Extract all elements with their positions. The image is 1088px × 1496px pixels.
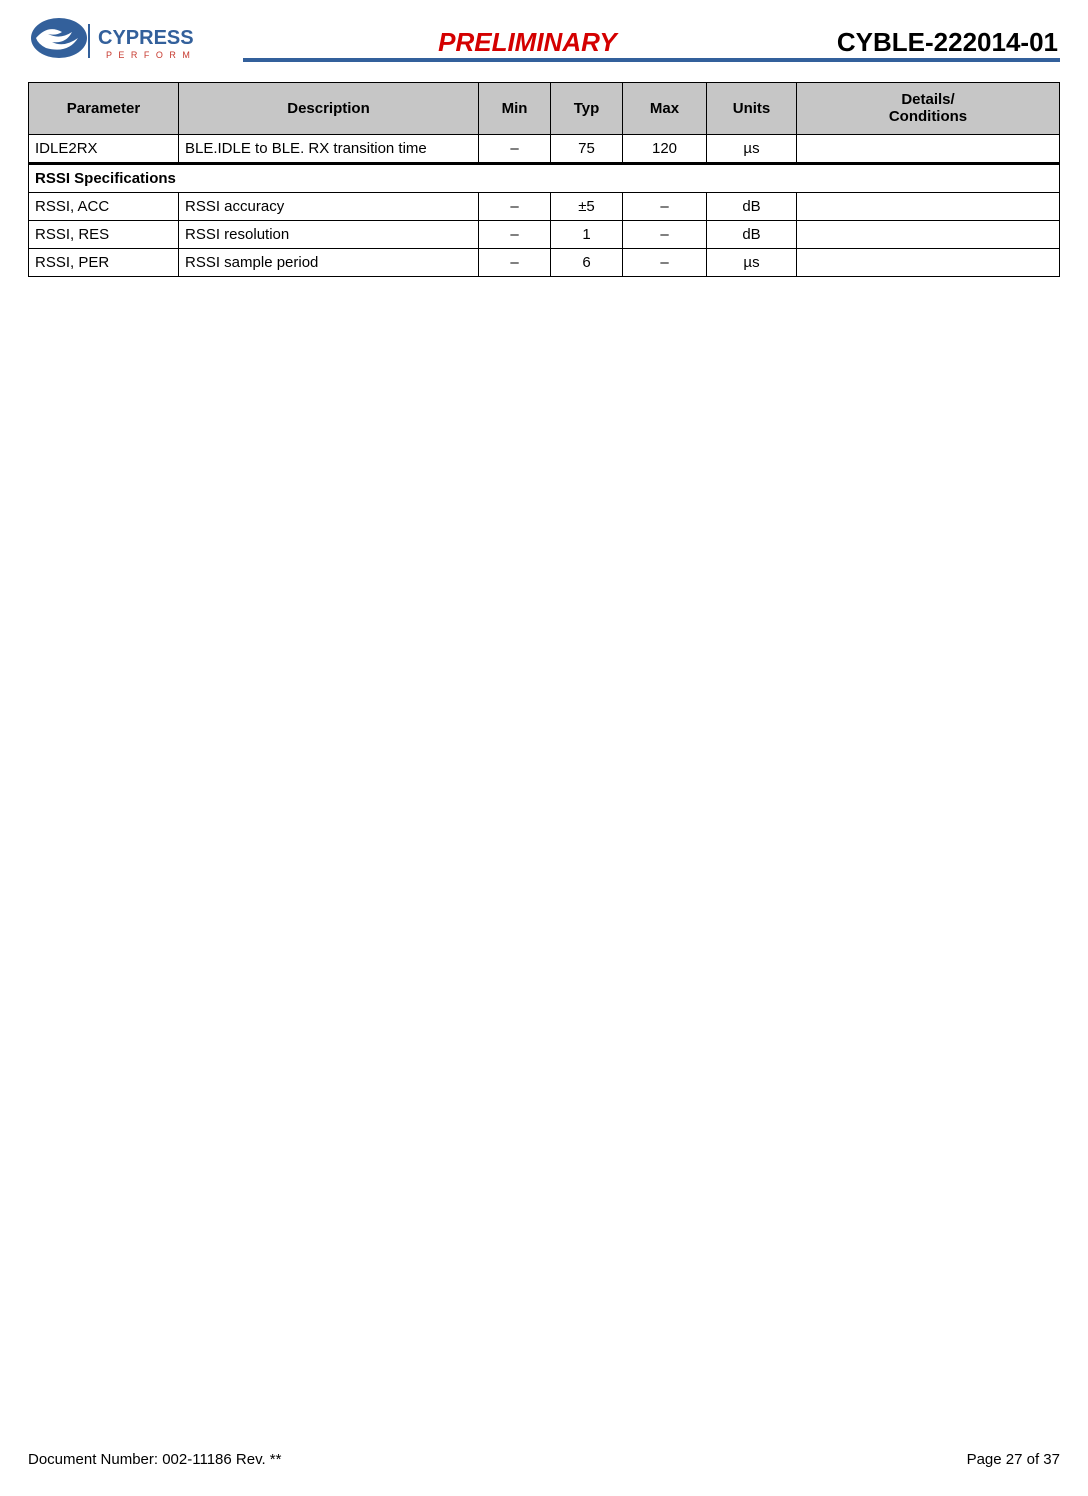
logo-tagline-text: P E R F O R M xyxy=(106,50,192,60)
cell-units: dB xyxy=(707,220,797,248)
cypress-logo: CYPRESS P E R F O R M xyxy=(28,14,228,70)
cell-min: – xyxy=(479,134,551,163)
logo-brand-text: CYPRESS xyxy=(98,27,194,49)
cell-parameter: RSSI, ACC xyxy=(29,192,179,220)
table-section-row: RSSI Specifications xyxy=(29,163,1060,192)
cell-description: RSSI accuracy xyxy=(179,192,479,220)
col-header-units: Units xyxy=(707,83,797,135)
cell-details xyxy=(797,192,1060,220)
cell-description: BLE.IDLE to BLE. RX transition time xyxy=(179,134,479,163)
cell-max: 120 xyxy=(623,134,707,163)
page-footer: Document Number: 002-11186 Rev. ** Page … xyxy=(28,1451,1060,1468)
cell-parameter: RSSI, RES xyxy=(29,220,179,248)
cell-units: µs xyxy=(707,248,797,276)
cell-description: RSSI sample period xyxy=(179,248,479,276)
preliminary-label: PRELIMINARY xyxy=(228,27,827,58)
table-row: RSSI, ACC RSSI accuracy – ±5 – dB xyxy=(29,192,1060,220)
cell-max: – xyxy=(623,220,707,248)
cell-typ: 75 xyxy=(551,134,623,163)
col-header-typ: Typ xyxy=(551,83,623,135)
page-header: CYPRESS P E R F O R M PRELIMINARY CYBLE-… xyxy=(28,8,1060,76)
page-number: Page 27 of 37 xyxy=(967,1451,1060,1468)
header-rule xyxy=(243,58,1060,62)
col-header-description: Description xyxy=(179,83,479,135)
cell-min: – xyxy=(479,220,551,248)
doc-number: Document Number: 002-11186 Rev. ** xyxy=(28,1451,281,1468)
table-body: IDLE2RX BLE.IDLE to BLE. RX transition t… xyxy=(29,134,1060,276)
table-header-row: Parameter Description Min Typ Max Units … xyxy=(29,83,1060,135)
col-header-min: Min xyxy=(479,83,551,135)
cell-max: – xyxy=(623,192,707,220)
cell-min: – xyxy=(479,248,551,276)
col-header-parameter: Parameter xyxy=(29,83,179,135)
section-label: RSSI Specifications xyxy=(29,163,1060,192)
cell-min: – xyxy=(479,192,551,220)
cell-units: µs xyxy=(707,134,797,163)
cell-parameter: RSSI, PER xyxy=(29,248,179,276)
part-number: CYBLE-222014-01 xyxy=(827,27,1060,58)
table-row: RSSI, PER RSSI sample period – 6 – µs xyxy=(29,248,1060,276)
cell-details xyxy=(797,134,1060,163)
cell-details xyxy=(797,248,1060,276)
cell-details xyxy=(797,220,1060,248)
cell-parameter: IDLE2RX xyxy=(29,134,179,163)
cell-typ: 1 xyxy=(551,220,623,248)
table-row: RSSI, RES RSSI resolution – 1 – dB xyxy=(29,220,1060,248)
cell-typ: ±5 xyxy=(551,192,623,220)
cypress-logo-icon: CYPRESS P E R F O R M xyxy=(28,14,228,70)
col-header-details: Details/Conditions xyxy=(797,83,1060,135)
cell-description: RSSI resolution xyxy=(179,220,479,248)
col-header-max: Max xyxy=(623,83,707,135)
cell-max: – xyxy=(623,248,707,276)
cell-units: dB xyxy=(707,192,797,220)
cell-typ: 6 xyxy=(551,248,623,276)
table-row: IDLE2RX BLE.IDLE to BLE. RX transition t… xyxy=(29,134,1060,163)
spec-table: Parameter Description Min Typ Max Units … xyxy=(28,82,1060,277)
